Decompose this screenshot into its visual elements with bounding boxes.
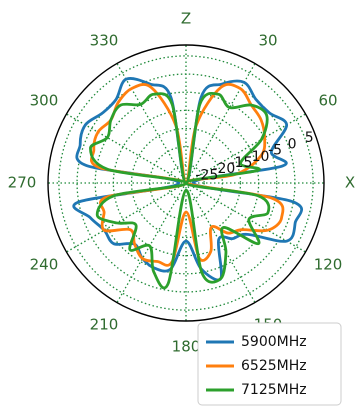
legend-label: 6525MHz [241, 358, 307, 374]
angular-tick-label: 240 [30, 256, 59, 274]
angular-tick-label: 300 [30, 92, 59, 110]
angular-gridline [66, 182, 187, 253]
radial-tick-label: 0 [288, 136, 297, 152]
radial-gridline [167, 164, 205, 202]
angular-tick-label: 270 [8, 174, 37, 192]
radial-tick-label: -25 [195, 167, 218, 183]
radial-gridline [94, 91, 278, 275]
radial-gridline [130, 127, 242, 239]
polar-boundary [47, 44, 325, 322]
angular-tick-label: 60 [318, 92, 337, 110]
angular-gridline [116, 182, 187, 303]
legend-label: 5900MHz [241, 334, 307, 350]
radial-tick-label: 5 [305, 130, 314, 146]
angular-gridline [185, 182, 256, 303]
angular-gridline [185, 182, 306, 253]
series-line-6525MHz [89, 82, 285, 267]
series-lines [72, 77, 304, 290]
radial-tick-label: -20 [212, 161, 235, 177]
radial-tick-label: -5 [268, 143, 282, 159]
radial-gridline [58, 55, 314, 311]
radial-tick-label: -10 [247, 149, 270, 165]
angular-tick-label: 30 [258, 31, 277, 49]
angular-gridline [66, 113, 187, 184]
angular-tick-labels: Z3060X120150180210240270300330 [8, 10, 355, 356]
radial-tick-label: -15 [230, 155, 253, 171]
angular-tick-label: 210 [90, 316, 119, 334]
series-line-7125MHz [89, 91, 271, 290]
radial-tick-labels: -25-20-15-10-5 0 5 [195, 130, 313, 183]
legend: 5900MHz 6525MHz 7125MHz [197, 322, 342, 406]
angular-tick-label: X [345, 174, 355, 192]
polar-grid [47, 44, 325, 322]
angular-tick-label: Z [181, 10, 191, 28]
angular-gridline [116, 63, 187, 184]
legend-label: 7125MHz [241, 382, 307, 398]
angular-gridline [185, 63, 256, 184]
angular-tick-label: 180 [172, 338, 201, 356]
series-line-5900MHz [72, 77, 304, 282]
angular-tick-label: 330 [90, 31, 119, 49]
angular-tick-label: 120 [314, 256, 343, 274]
angular-gridline [185, 113, 306, 184]
